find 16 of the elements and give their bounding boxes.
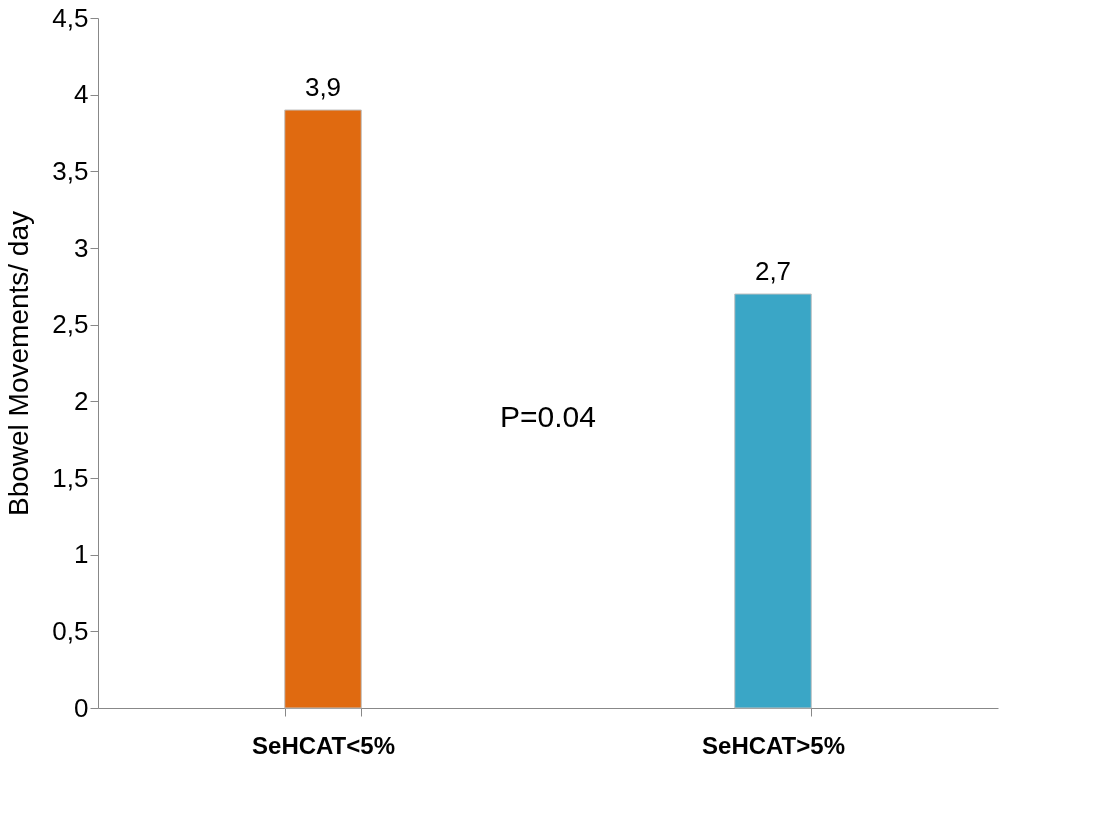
data-label: 2,7 [754,256,792,286]
y-tick-label: 1,5 [52,462,89,493]
y-tick-label: 0,5 [52,615,89,646]
y-tick-label: 2 [74,385,89,416]
x-tick-label: SeHCAT<5% [252,731,395,759]
y-tick-label: 2,5 [52,309,89,340]
y-tick-label: 4 [74,79,89,110]
x-tick-label: SeHCAT>5% [702,731,845,759]
y-tick-label: 3 [74,232,89,263]
y-tick-label: 0 [74,692,89,723]
data-label: 3,9 [304,72,342,102]
y-tick-label: 1 [74,539,89,570]
y-tick-label: 4,5 [52,2,89,33]
y-axis-title: Bbowel Movements/ day [3,210,35,517]
y-tick-label: 3,5 [52,155,89,186]
annotation: P=0.04 [500,400,596,434]
